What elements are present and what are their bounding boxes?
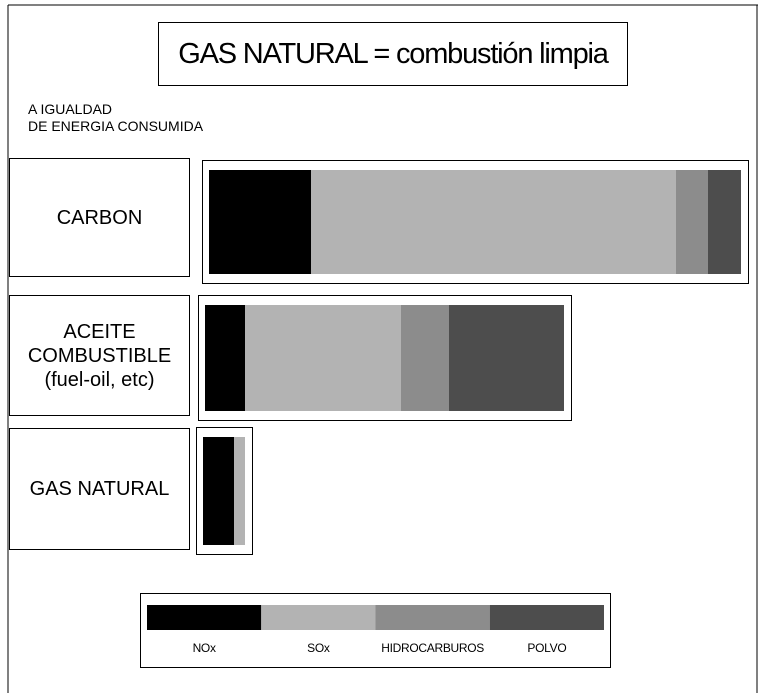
bar-segment <box>449 305 564 411</box>
category-box: GAS NATURAL <box>9 428 190 550</box>
chart-title: GAS NATURAL = combustión limpia <box>158 22 628 86</box>
category-box: ACEITE COMBUSTIBLE (fuel-oil, etc) <box>9 295 190 416</box>
bar-segment <box>708 170 741 274</box>
bar-segment <box>311 170 676 274</box>
bar-segment <box>245 305 401 411</box>
subtitle: A IGUALDAD DE ENERGIA CONSUMIDA <box>28 101 204 134</box>
bar-frame <box>202 160 749 284</box>
bar-segment <box>209 170 311 274</box>
legend-swatch <box>375 605 490 630</box>
bar-frame <box>198 295 572 421</box>
bar-segment <box>676 170 708 274</box>
legend-swatch <box>147 605 262 630</box>
bar-frame <box>196 427 253 555</box>
legend-label: SOx <box>307 641 330 655</box>
legend-label: NOx <box>193 641 216 655</box>
bar-segment <box>234 437 245 545</box>
legend-label: HIDROCARBUROS <box>381 641 484 655</box>
legend-label: POLVO <box>527 641 566 655</box>
bar-segment <box>203 437 234 545</box>
category-box: CARBON <box>9 158 190 277</box>
bar-segment <box>401 305 449 411</box>
bar-segment <box>205 305 245 411</box>
legend-box <box>140 593 611 668</box>
legend-swatch <box>261 605 376 630</box>
legend-swatch <box>489 605 604 630</box>
